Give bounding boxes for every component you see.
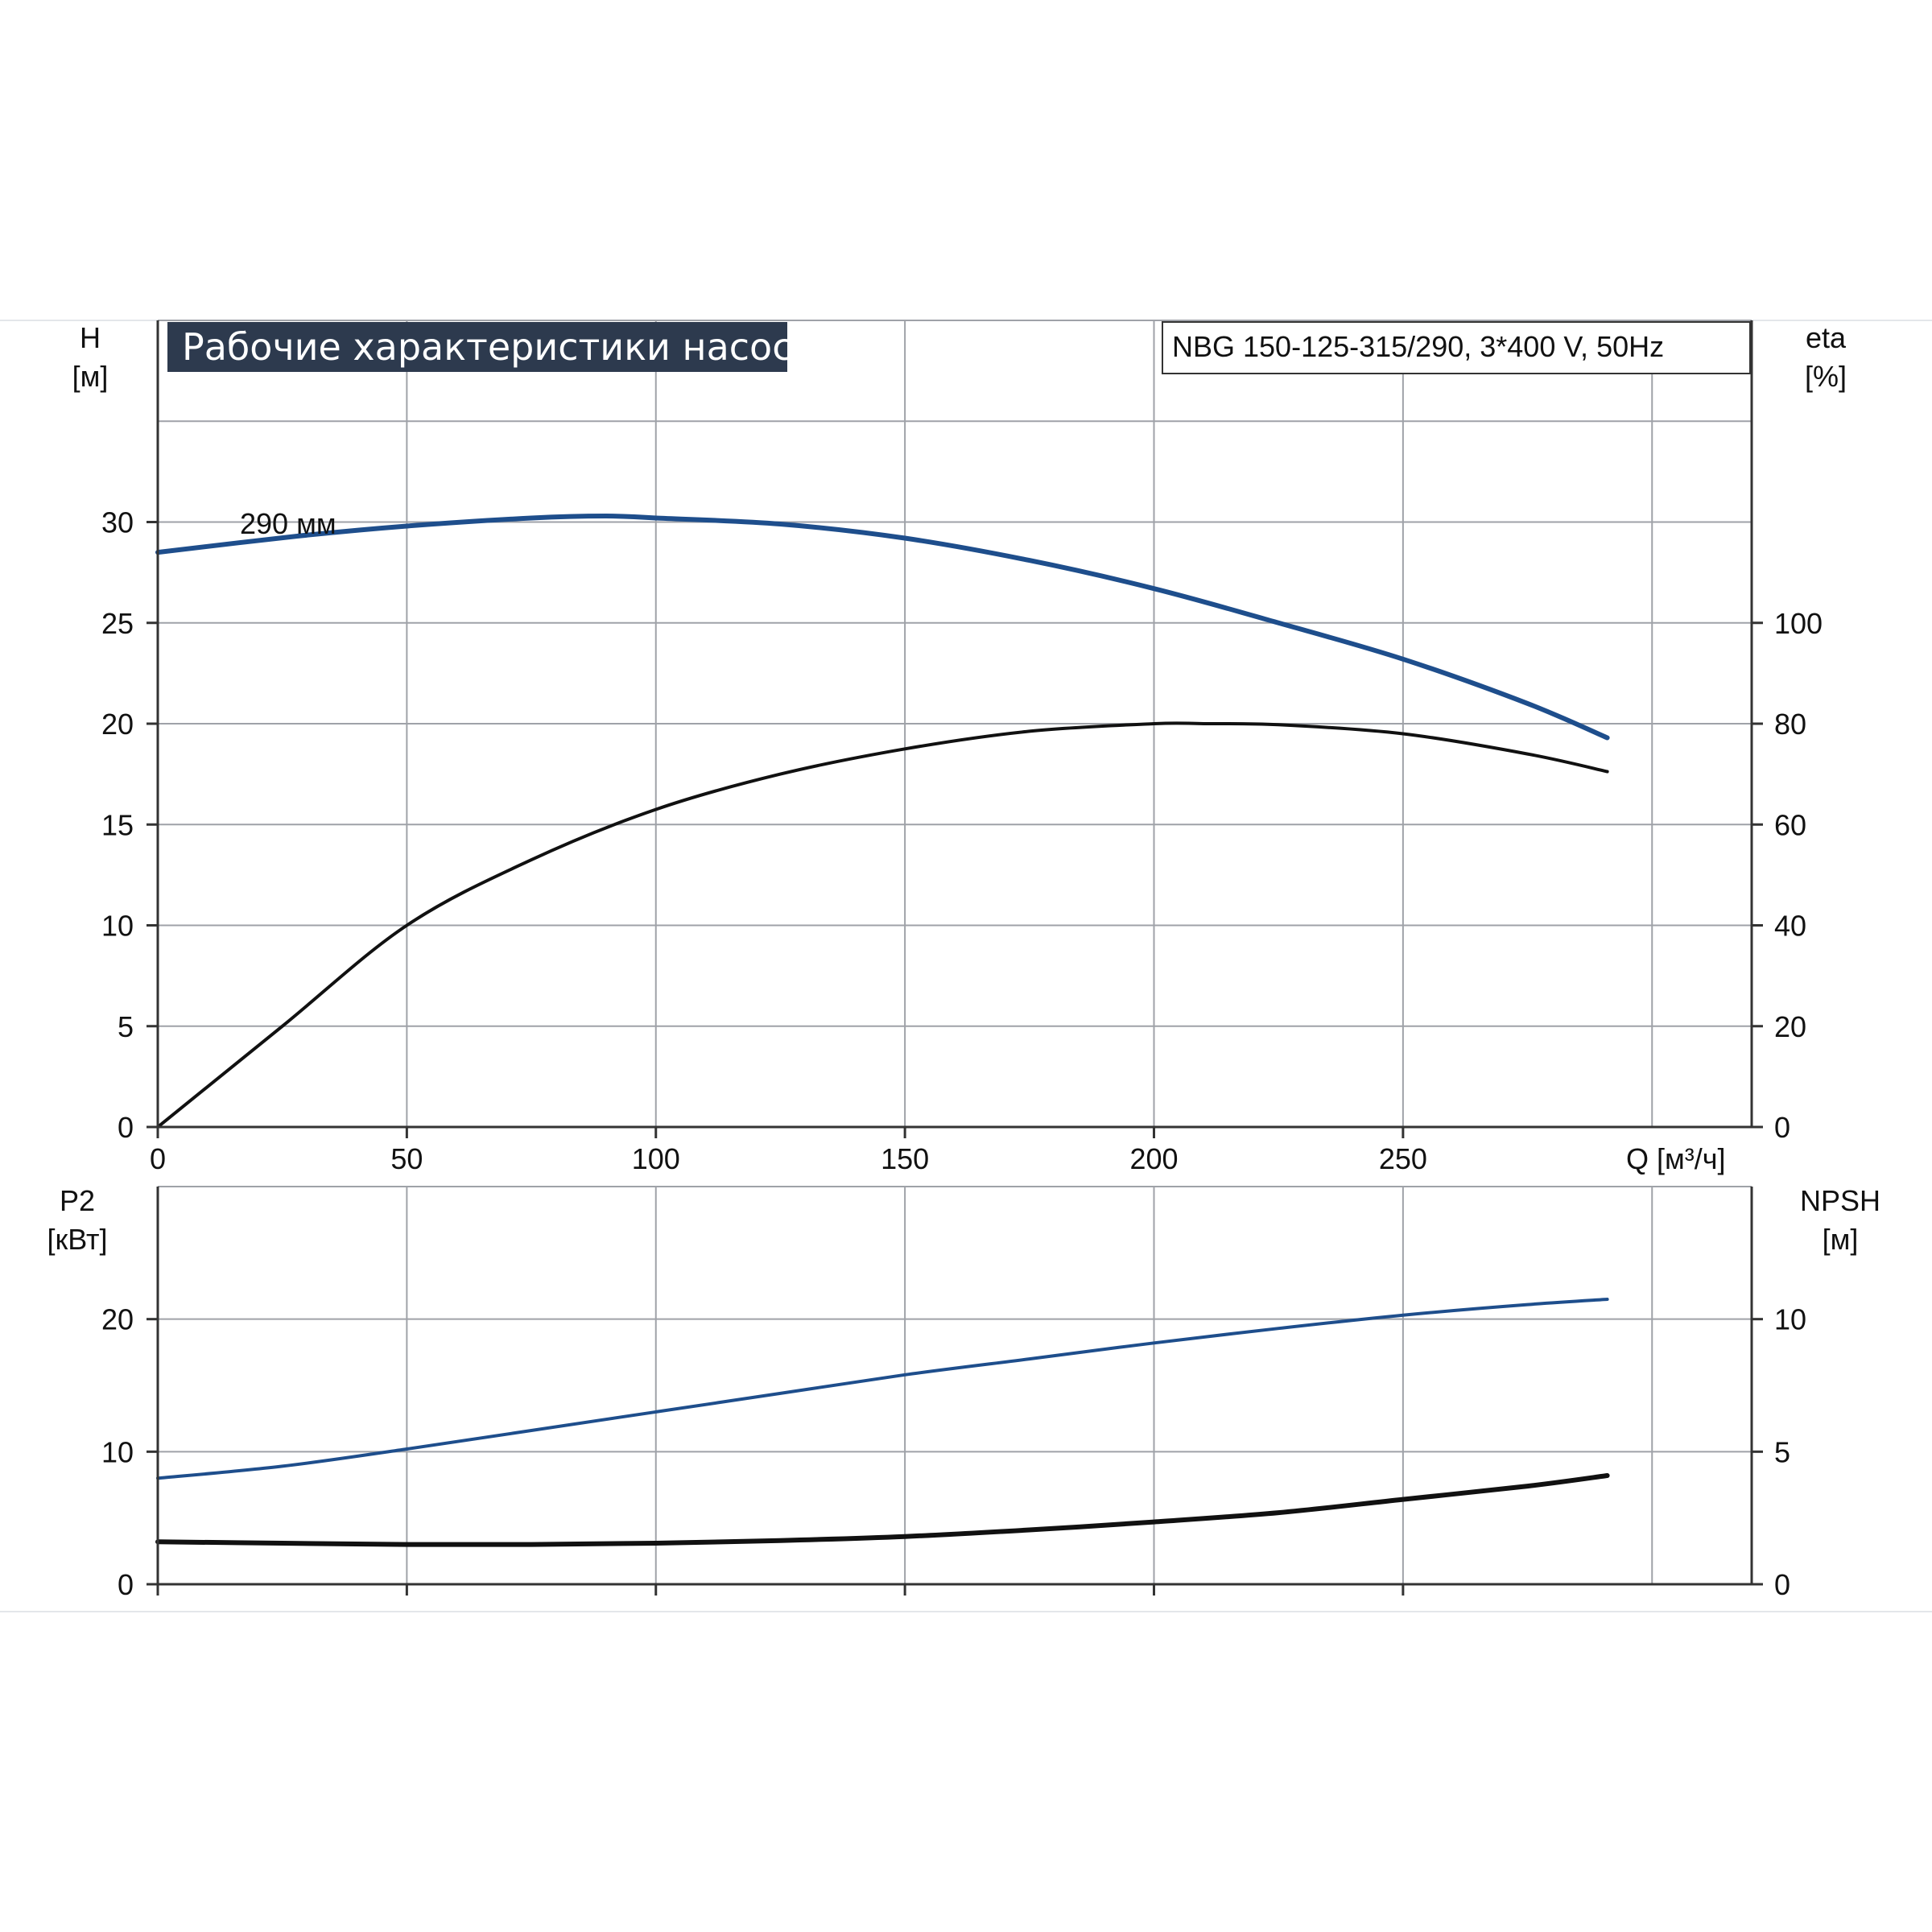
bottom-right-axis-title: NPSH: [1800, 1184, 1880, 1217]
top-ticks: 0 5 10 15 20 25 30 0 20 40 60 80 100 0 50 100 150 200 250: [101, 506, 1823, 1176]
x-tick-label: 0: [150, 1142, 166, 1175]
model-label-box: [1162, 321, 1751, 374]
bottom-series: [155, 1298, 1610, 1547]
right-tick-label: 0: [1774, 1568, 1790, 1601]
bottom-panel: 0 10 20 0 5 10 P2 [кВт] NPSH [м]: [47, 1184, 1880, 1601]
x-tick-label: 100: [632, 1142, 680, 1175]
right-tick-label: 10: [1774, 1303, 1806, 1336]
top-left-axis-unit: [м]: [72, 360, 109, 393]
left-tick-label: 30: [101, 506, 134, 539]
left-tick-label: 10: [101, 1435, 134, 1468]
left-tick-label: 0: [118, 1568, 134, 1601]
left-tick-label: 15: [101, 808, 134, 841]
right-tick-label: 0: [1774, 1111, 1790, 1144]
bottom-right-axis-unit: [м]: [1823, 1223, 1859, 1256]
left-tick-label: 5: [118, 1010, 134, 1043]
right-tick-label: 5: [1774, 1435, 1790, 1468]
left-tick-label: 0: [118, 1111, 134, 1144]
right-tick-label: 40: [1774, 910, 1806, 943]
right-tick-label: 60: [1774, 808, 1806, 841]
bottom-left-axis-unit: [кВт]: [47, 1223, 107, 1256]
x-axis-title: Q [м³/ч]: [1626, 1142, 1726, 1175]
x-tick-label: 250: [1379, 1142, 1427, 1175]
right-tick-label: 100: [1774, 607, 1823, 640]
right-tick-label: 80: [1774, 708, 1806, 741]
top-series-line-1: [156, 721, 1609, 1129]
left-tick-label: 20: [101, 708, 134, 741]
bottom-series-line-0: [156, 1298, 1609, 1480]
title-box: [167, 322, 787, 372]
x-tick-label: 50: [390, 1142, 423, 1175]
left-tick-label: 25: [101, 607, 134, 640]
top-series-line-0: [155, 514, 1610, 741]
bottom-series-line-1: [155, 1473, 1610, 1547]
curve-label-290: 290 мм: [240, 507, 336, 540]
top-right-axis-unit: [%]: [1805, 360, 1847, 393]
bottom-ticks: 0 10 20 0 5 10: [101, 1303, 1806, 1601]
chart-title: Рабочие характеристики насоса: [182, 325, 815, 369]
left-tick-label: 10: [101, 910, 134, 943]
x-tick-label: 150: [881, 1142, 929, 1175]
bottom-left-axis-title: P2: [60, 1184, 95, 1217]
right-tick-label: 20: [1774, 1010, 1806, 1043]
model-label: NBG 150-125-315/290, 3*400 V, 50Hz: [1172, 330, 1664, 363]
top-left-axis-title: H: [80, 321, 101, 354]
top-series: [155, 514, 1610, 1129]
bottom-grid: [158, 1186, 1752, 1584]
left-tick-label: 20: [101, 1303, 134, 1336]
top-right-axis-title: eta: [1806, 321, 1847, 354]
x-tick-label: 200: [1129, 1142, 1178, 1175]
